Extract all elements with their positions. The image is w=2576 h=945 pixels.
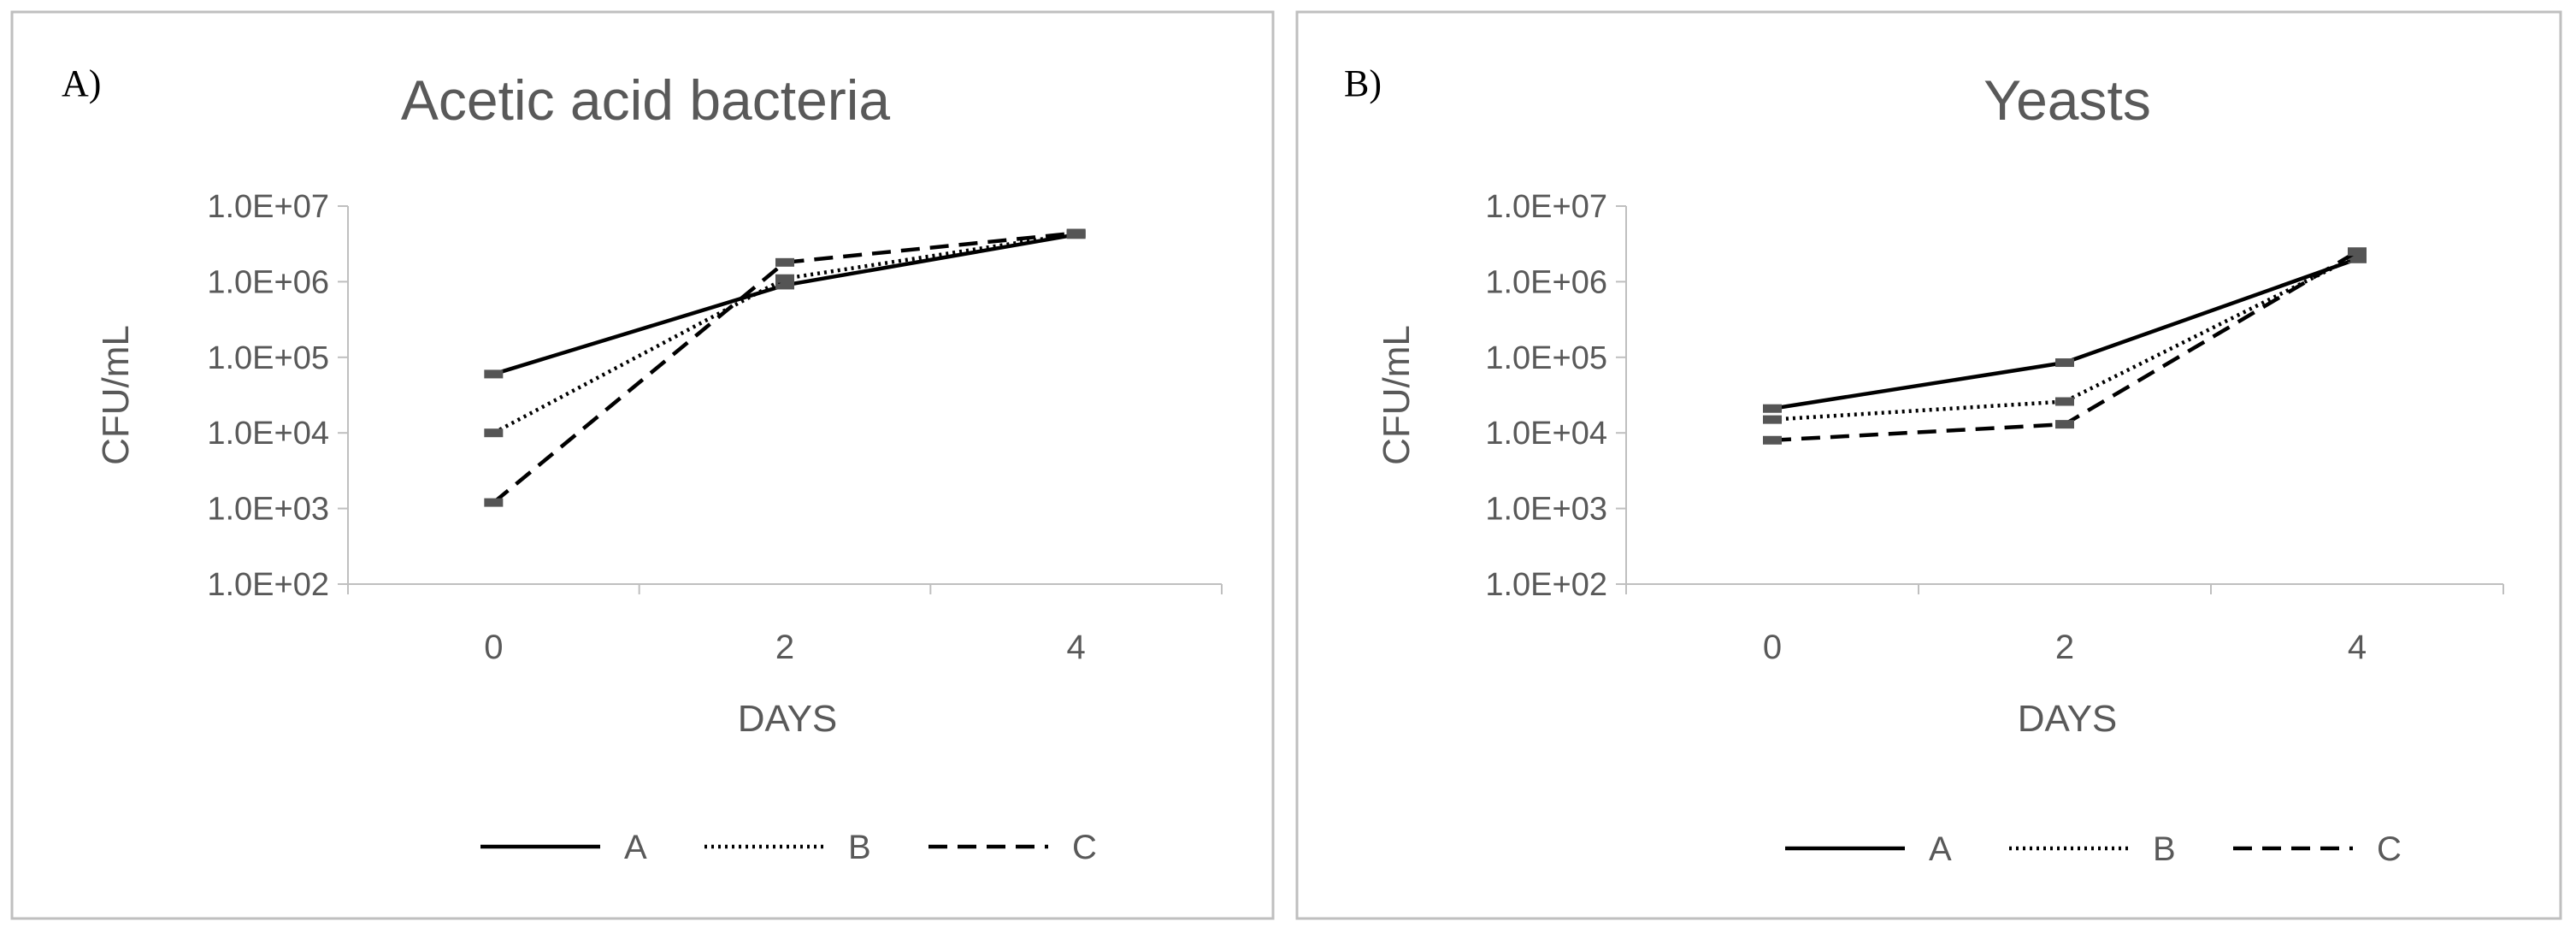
y-tick-label: 1.0E+02 (207, 567, 329, 603)
y-tick-label: 1.0E+03 (207, 492, 329, 528)
y-tick-label: 1.0E+07 (207, 189, 329, 225)
data-point-b (484, 428, 504, 438)
y-tick-label: 1.0E+04 (1485, 416, 1607, 452)
data-point-c (2055, 420, 2074, 429)
x-tick-label: 0 (484, 629, 503, 666)
data-point-b (1763, 415, 1782, 424)
data-point-a (1763, 404, 1782, 413)
panel-label: A) (62, 62, 101, 104)
y-axis-title: CFU/mL (1376, 325, 1418, 465)
legend-label-b: B (2153, 830, 2176, 868)
panel-border (1295, 10, 2562, 920)
data-point-b (2055, 397, 2074, 406)
y-tick-label: 1.0E+05 (207, 340, 329, 376)
legend-label-a: A (624, 829, 647, 866)
x-axis-title: DAYS (738, 698, 838, 740)
y-tick-label: 1.0E+07 (1485, 189, 1607, 225)
data-point-c (1763, 435, 1782, 445)
data-point-b (775, 274, 794, 283)
series-line-c (492, 231, 1076, 505)
data-point-a (484, 369, 504, 379)
panel-border (10, 10, 1275, 920)
chart-panel-b: B) Yeasts 1.0E+02 1.0E+03 1.0E+04 1.0E+05 1.0E… (1295, 10, 2562, 920)
y-tick-label: 1.0E+06 (207, 264, 329, 300)
data-point-c (1066, 228, 1086, 238)
legend-label-c: C (2377, 830, 2402, 868)
panel-label: B) (1344, 62, 1382, 104)
data-point-c (484, 498, 504, 507)
series-line-b (1771, 254, 2359, 422)
y-tick-label: 1.0E+04 (207, 416, 329, 452)
x-tick-label: 4 (2348, 629, 2367, 666)
legend-label-c: C (1072, 829, 1097, 866)
y-tick-label: 1.0E+06 (1485, 264, 1607, 300)
y-axis-title: CFU/mL (95, 325, 137, 465)
legend-label-b: B (848, 829, 871, 866)
legend-label-a: A (1929, 830, 1952, 868)
chart-title: Yeasts (1984, 68, 2151, 132)
data-point-a (2055, 358, 2074, 368)
y-tick-label: 1.0E+02 (1485, 567, 1607, 603)
y-tick-label: 1.0E+03 (1485, 492, 1607, 528)
chart-panel-a: A) Acetic acid bacteria 1.0E+02 1.0E+03 1.0E… (10, 10, 1275, 920)
x-tick-label: 2 (2055, 629, 2074, 666)
data-point-c (2348, 247, 2367, 257)
data-point-a (775, 281, 794, 290)
y-tick-label: 1.0E+05 (1485, 340, 1607, 376)
x-tick-label: 2 (775, 629, 794, 666)
x-tick-label: 4 (1067, 629, 1086, 666)
data-point-c (775, 257, 794, 267)
x-tick-label: 0 (1763, 629, 1782, 666)
chart-title: Acetic acid bacteria (401, 68, 891, 132)
x-axis-title: DAYS (2018, 698, 2118, 740)
